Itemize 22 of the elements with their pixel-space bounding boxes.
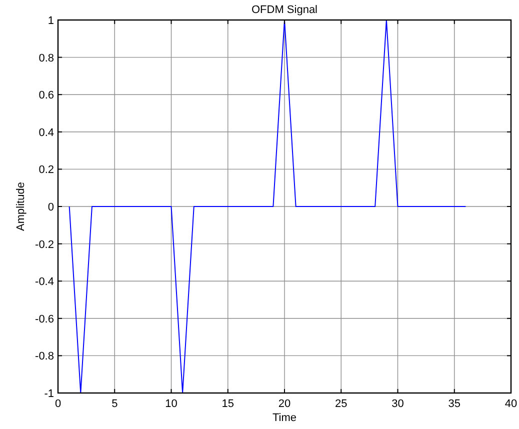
y-tick-label: -1 bbox=[44, 388, 54, 400]
y-tick-label: -0.8 bbox=[35, 350, 54, 363]
x-tick-label: 10 bbox=[165, 398, 178, 410]
y-tick-label: -0.2 bbox=[35, 238, 54, 251]
x-tick-label: 5 bbox=[112, 398, 118, 410]
y-tick-label: -0.6 bbox=[35, 313, 54, 326]
x-tick-label: 15 bbox=[222, 398, 234, 410]
x-axis-title: Time bbox=[272, 412, 297, 424]
y-tick-label: 1 bbox=[48, 15, 54, 27]
y-tick-label: 0.8 bbox=[38, 52, 54, 64]
y-tick-label: 0.2 bbox=[38, 164, 54, 176]
chart-title: OFDM Signal bbox=[251, 4, 318, 16]
y-tick-label: -0.4 bbox=[35, 276, 54, 288]
y-tick-label: 0.6 bbox=[38, 90, 54, 102]
y-axis-title: Amplitude bbox=[15, 182, 27, 231]
x-tick-label: 35 bbox=[448, 398, 460, 410]
x-tick-label: 40 bbox=[504, 398, 518, 410]
y-tick-label: 0 bbox=[48, 202, 54, 214]
y-tick-label: 0.4 bbox=[38, 126, 54, 139]
x-tick-label: 30 bbox=[392, 398, 404, 410]
x-tick-label: 20 bbox=[278, 398, 291, 410]
x-tick-label: 25 bbox=[335, 398, 348, 410]
